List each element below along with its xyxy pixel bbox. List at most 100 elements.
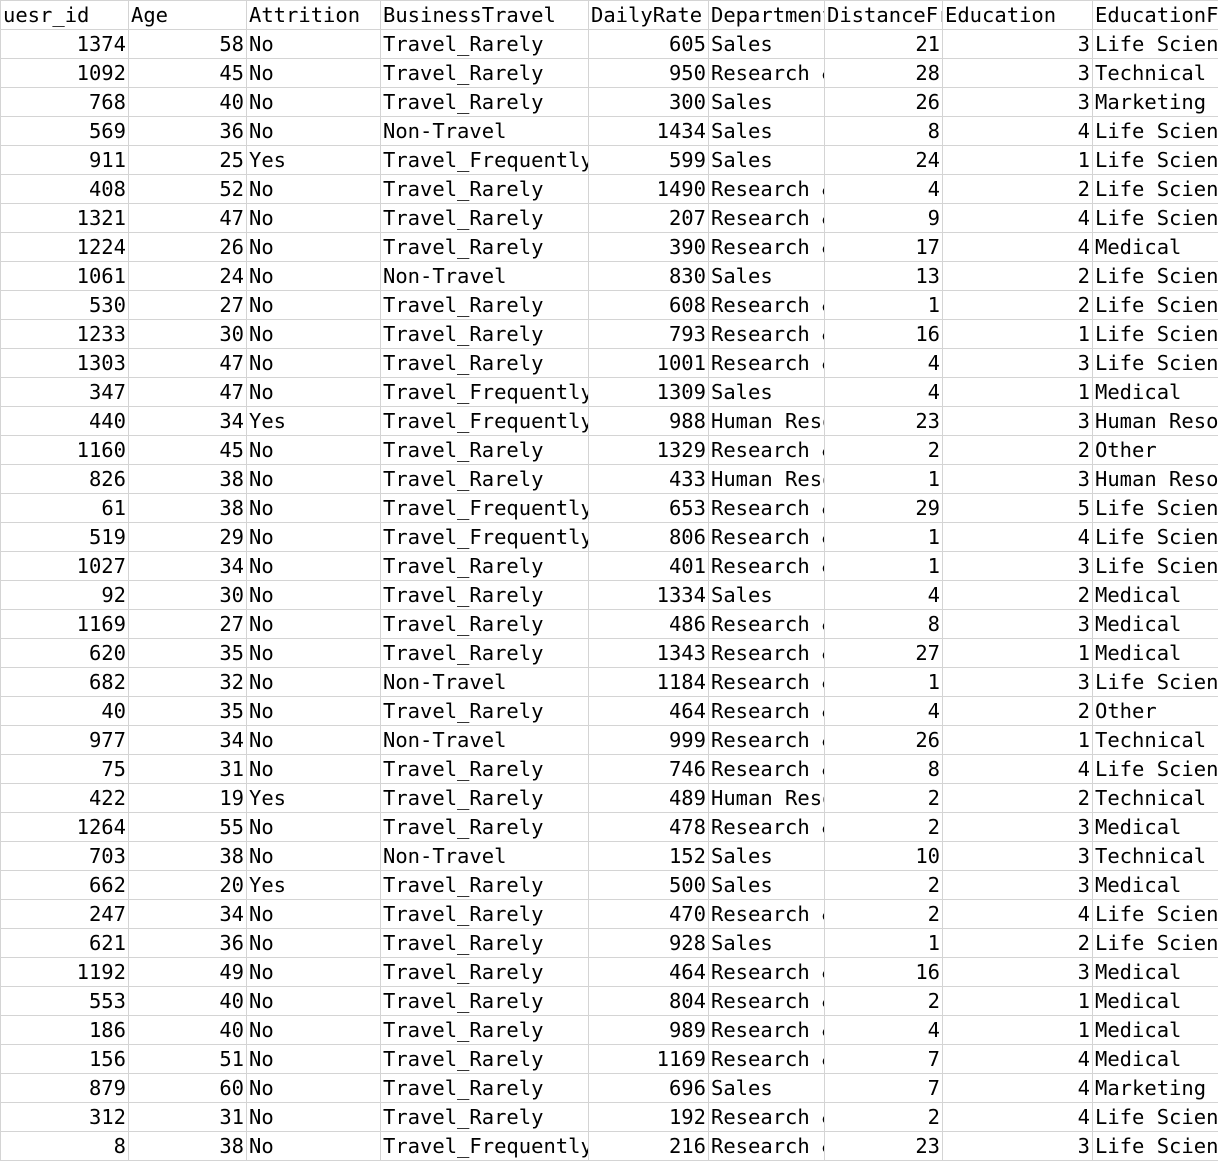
cell-uesr-id[interactable]: 569: [0, 116, 129, 146]
cell-daily-rate[interactable]: 830: [588, 261, 709, 291]
cell-education-field[interactable]: Medical: [1092, 986, 1218, 1016]
cell-department[interactable]: Research & Development: [708, 986, 825, 1016]
cell-attrition[interactable]: No: [246, 957, 381, 987]
cell-daily-rate[interactable]: 478: [588, 812, 709, 842]
cell-attrition[interactable]: No: [246, 348, 381, 378]
cell-daily-rate[interactable]: 1490: [588, 174, 709, 204]
cell-education-field[interactable]: Life Sciences: [1092, 145, 1218, 175]
cell-daily-rate[interactable]: 746: [588, 754, 709, 784]
cell-distance-from-home[interactable]: 27: [824, 638, 943, 668]
cell-distance-from-home[interactable]: 16: [824, 319, 943, 349]
cell-education-field[interactable]: Life Sciences: [1092, 261, 1218, 291]
cell-education[interactable]: 3: [942, 609, 1093, 639]
cell-distance-from-home[interactable]: 8: [824, 754, 943, 784]
cell-age[interactable]: 52: [128, 174, 247, 204]
cell-age[interactable]: 35: [128, 638, 247, 668]
cell-age[interactable]: 45: [128, 58, 247, 88]
cell-business-travel[interactable]: Travel_Rarely: [380, 290, 589, 320]
cell-department[interactable]: Research & Development: [708, 551, 825, 581]
cell-daily-rate[interactable]: 1434: [588, 116, 709, 146]
cell-education-field[interactable]: Life Sciences: [1092, 116, 1218, 146]
cell-education[interactable]: 3: [942, 1131, 1093, 1161]
column-header-daily-rate[interactable]: DailyRate: [588, 0, 709, 30]
column-header-education[interactable]: Education: [942, 0, 1093, 30]
cell-age[interactable]: 31: [128, 1102, 247, 1132]
cell-attrition[interactable]: No: [246, 319, 381, 349]
cell-education-field[interactable]: Technical Degree: [1092, 841, 1218, 871]
cell-distance-from-home[interactable]: 7: [824, 1073, 943, 1103]
cell-business-travel[interactable]: Travel_Rarely: [380, 812, 589, 842]
cell-daily-rate[interactable]: 464: [588, 957, 709, 987]
cell-department[interactable]: Research & Development: [708, 1131, 825, 1161]
cell-daily-rate[interactable]: 1169: [588, 1044, 709, 1074]
cell-attrition[interactable]: No: [246, 116, 381, 146]
cell-daily-rate[interactable]: 1329: [588, 435, 709, 465]
cell-age[interactable]: 40: [128, 1015, 247, 1045]
cell-daily-rate[interactable]: 489: [588, 783, 709, 813]
cell-department[interactable]: Sales: [708, 29, 825, 59]
cell-education[interactable]: 3: [942, 348, 1093, 378]
column-header-education-field[interactable]: EducationField: [1092, 0, 1218, 30]
cell-department[interactable]: Research & Development: [708, 58, 825, 88]
cell-business-travel[interactable]: Non-Travel: [380, 725, 589, 755]
cell-attrition[interactable]: No: [246, 1102, 381, 1132]
cell-daily-rate[interactable]: 989: [588, 1015, 709, 1045]
cell-attrition[interactable]: No: [246, 203, 381, 233]
cell-education[interactable]: 4: [942, 522, 1093, 552]
cell-department[interactable]: Sales: [708, 870, 825, 900]
column-header-attrition[interactable]: Attrition: [246, 0, 381, 30]
cell-daily-rate[interactable]: 950: [588, 58, 709, 88]
cell-age[interactable]: 40: [128, 986, 247, 1016]
cell-age[interactable]: 38: [128, 464, 247, 494]
cell-education[interactable]: 3: [942, 29, 1093, 59]
cell-attrition[interactable]: No: [246, 725, 381, 755]
cell-attrition[interactable]: Yes: [246, 406, 381, 436]
cell-business-travel[interactable]: Travel_Frequently: [380, 1131, 589, 1161]
cell-education[interactable]: 1: [942, 377, 1093, 407]
cell-distance-from-home[interactable]: 2: [824, 899, 943, 929]
cell-age[interactable]: 32: [128, 667, 247, 697]
cell-age[interactable]: 25: [128, 145, 247, 175]
cell-business-travel[interactable]: Travel_Rarely: [380, 783, 589, 813]
cell-daily-rate[interactable]: 464: [588, 696, 709, 726]
cell-daily-rate[interactable]: 696: [588, 1073, 709, 1103]
column-header-uesr-id[interactable]: uesr_id: [0, 0, 129, 30]
cell-distance-from-home[interactable]: 2: [824, 870, 943, 900]
cell-business-travel[interactable]: Travel_Rarely: [380, 986, 589, 1016]
cell-business-travel[interactable]: Travel_Frequently: [380, 493, 589, 523]
cell-business-travel[interactable]: Travel_Frequently: [380, 406, 589, 436]
cell-daily-rate[interactable]: 804: [588, 986, 709, 1016]
cell-distance-from-home[interactable]: 4: [824, 1015, 943, 1045]
cell-age[interactable]: 34: [128, 406, 247, 436]
cell-distance-from-home[interactable]: 2: [824, 435, 943, 465]
cell-business-travel[interactable]: Travel_Rarely: [380, 348, 589, 378]
cell-attrition[interactable]: No: [246, 174, 381, 204]
cell-daily-rate[interactable]: 1343: [588, 638, 709, 668]
cell-department[interactable]: Research & Development: [708, 1044, 825, 1074]
cell-distance-from-home[interactable]: 9: [824, 203, 943, 233]
cell-uesr-id[interactable]: 879: [0, 1073, 129, 1103]
cell-age[interactable]: 58: [128, 29, 247, 59]
cell-daily-rate[interactable]: 608: [588, 290, 709, 320]
cell-education[interactable]: 4: [942, 203, 1093, 233]
cell-distance-from-home[interactable]: 4: [824, 696, 943, 726]
cell-business-travel[interactable]: Travel_Rarely: [380, 957, 589, 987]
cell-department[interactable]: Research & Development: [708, 1102, 825, 1132]
cell-age[interactable]: 31: [128, 754, 247, 784]
cell-education-field[interactable]: Human Resources: [1092, 464, 1218, 494]
cell-education-field[interactable]: Life Sciences: [1092, 1102, 1218, 1132]
cell-distance-from-home[interactable]: 26: [824, 725, 943, 755]
cell-education-field[interactable]: Life Sciences: [1092, 928, 1218, 958]
cell-education[interactable]: 2: [942, 435, 1093, 465]
cell-department[interactable]: Research & Development: [708, 899, 825, 929]
cell-uesr-id[interactable]: 911: [0, 145, 129, 175]
cell-daily-rate[interactable]: 1334: [588, 580, 709, 610]
cell-education-field[interactable]: Marketing: [1092, 87, 1218, 117]
column-header-distance-from-home[interactable]: DistanceFromHome: [824, 0, 943, 30]
cell-education-field[interactable]: Life Sciences: [1092, 1131, 1218, 1161]
cell-business-travel[interactable]: Travel_Rarely: [380, 319, 589, 349]
cell-attrition[interactable]: No: [246, 464, 381, 494]
cell-daily-rate[interactable]: 653: [588, 493, 709, 523]
cell-department[interactable]: Research & Development: [708, 232, 825, 262]
cell-age[interactable]: 36: [128, 928, 247, 958]
